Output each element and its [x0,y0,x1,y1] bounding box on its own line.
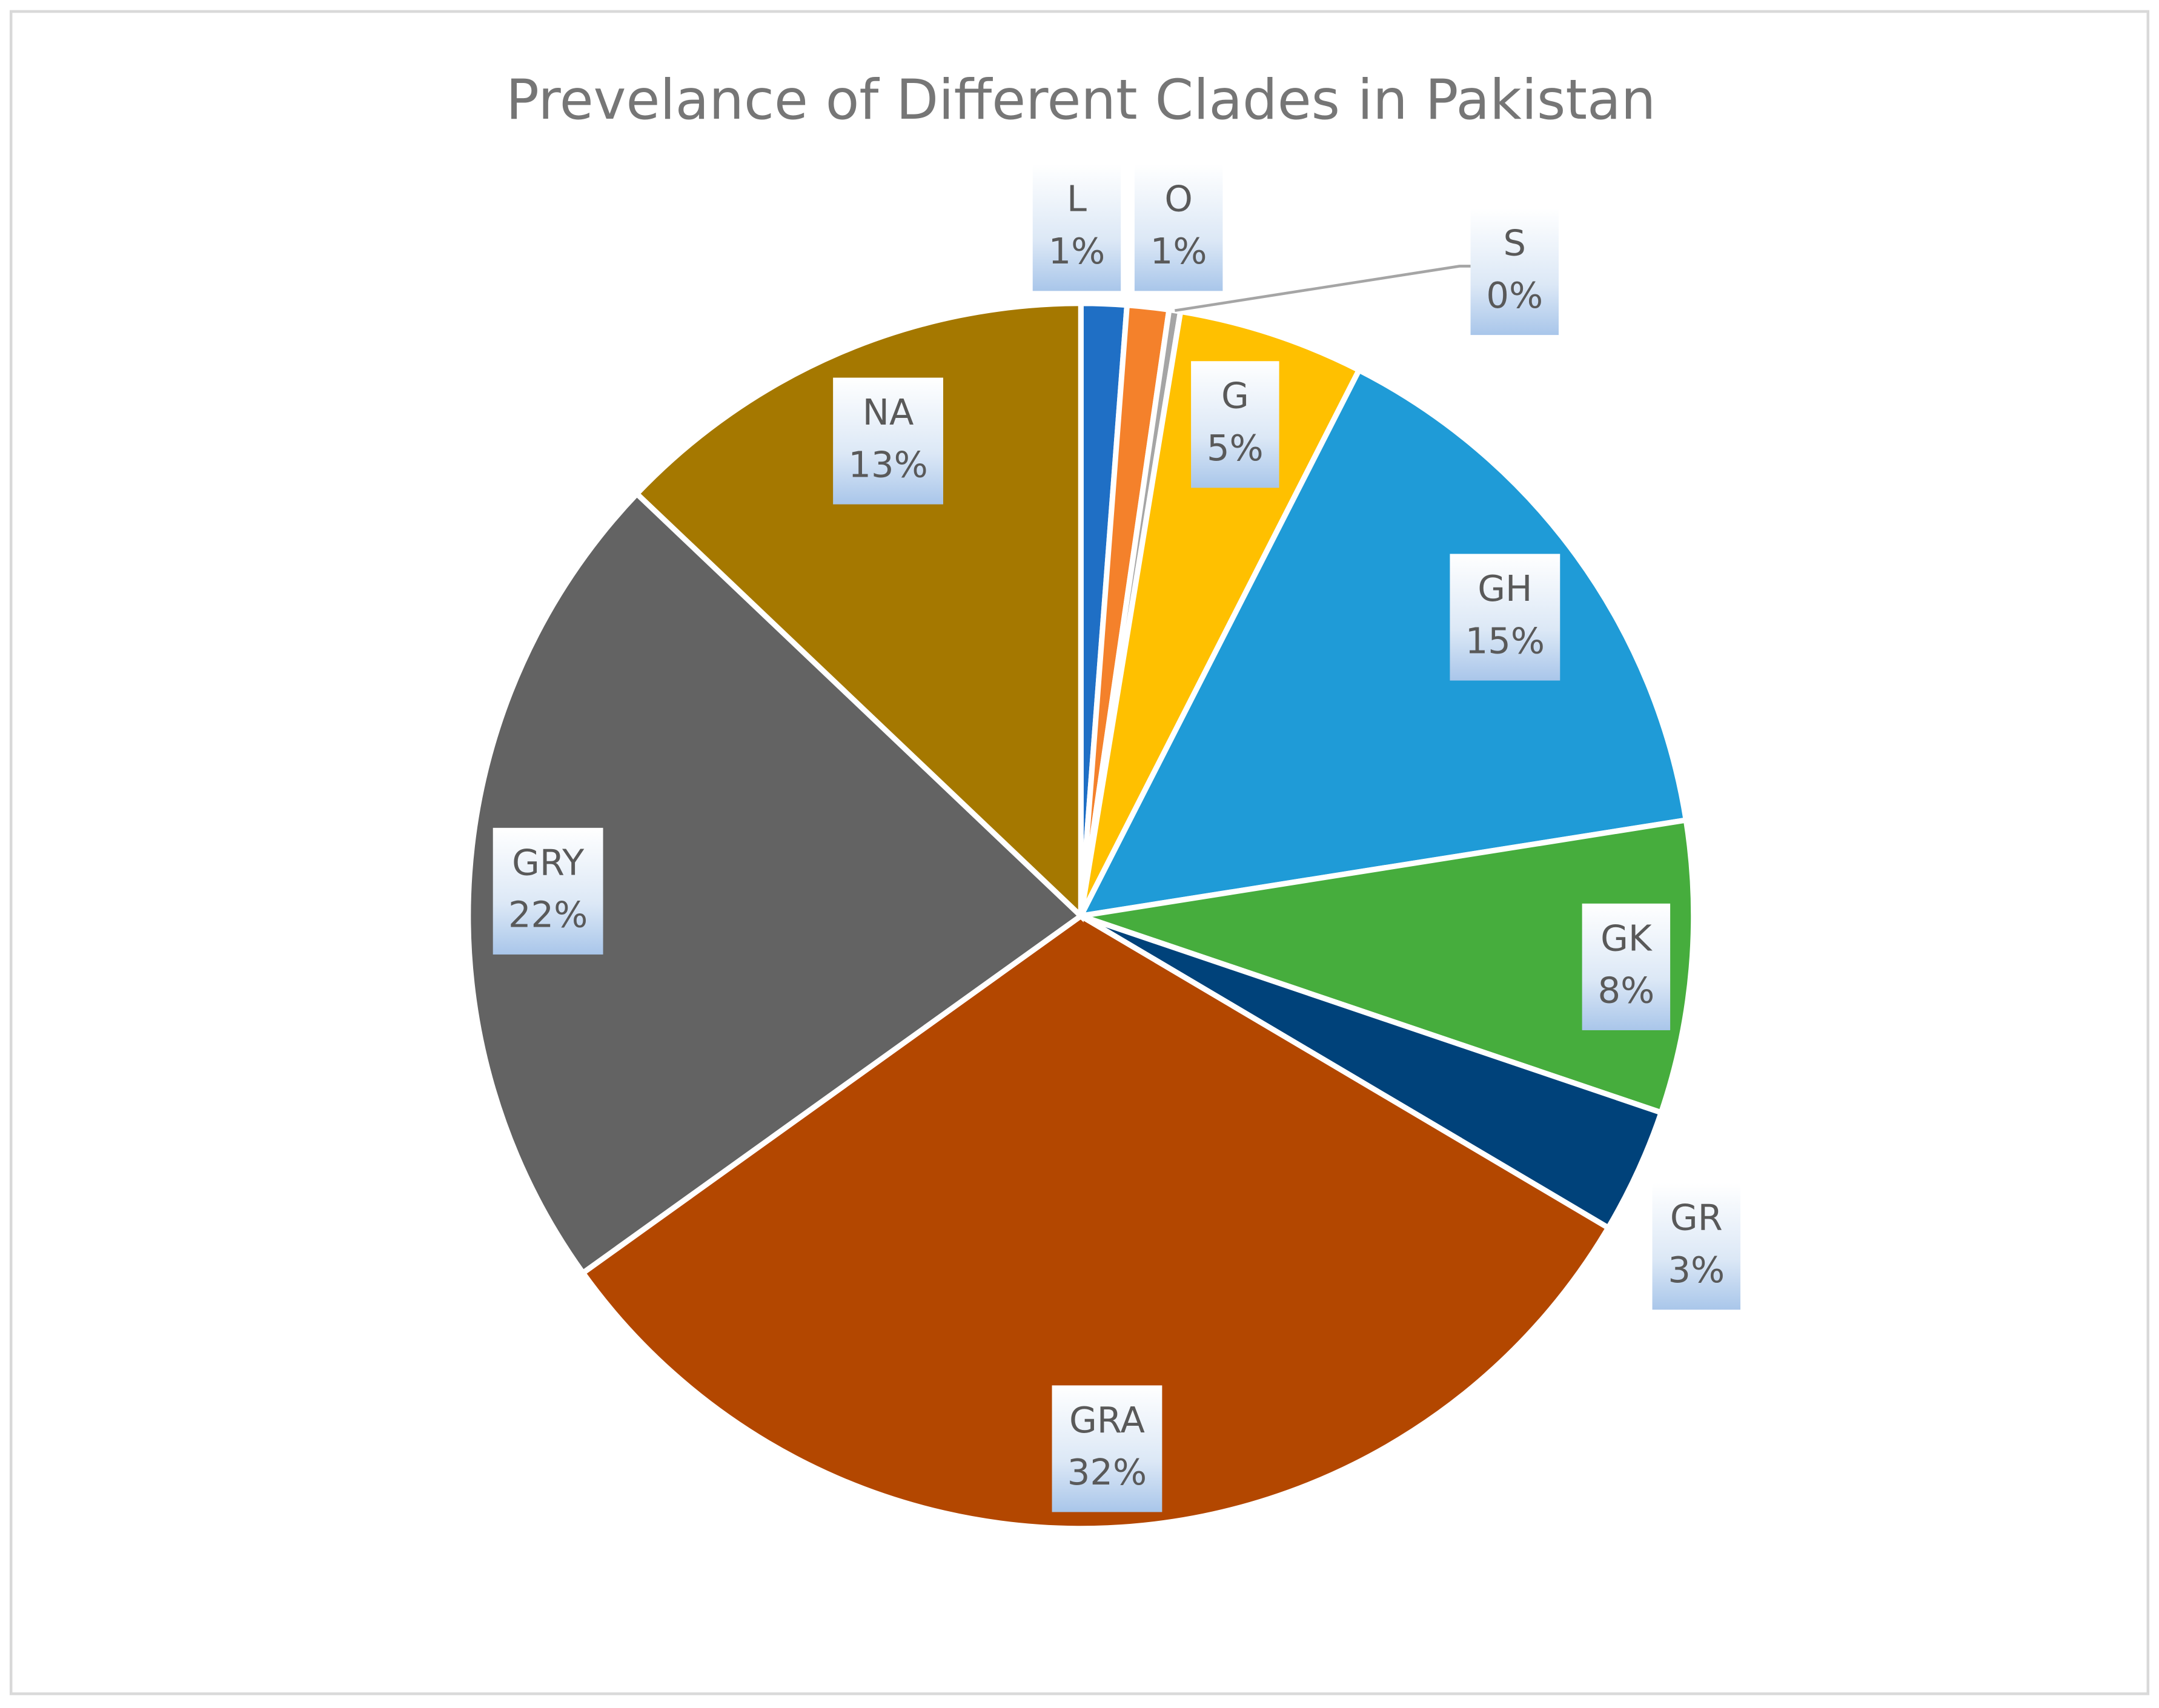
label-box [833,377,943,505]
label-box [1191,361,1279,488]
category-label: GRA [1069,1399,1145,1441]
value-label: 1% [1150,230,1207,272]
pie-slice [579,912,1613,1532]
label-box [1032,164,1121,291]
value-label: 5% [1207,427,1264,469]
value-label: 0% [1486,274,1543,316]
label-box [1652,1183,1741,1310]
category-label: O [1164,178,1193,220]
leader-line [1175,265,1471,313]
pie-slice [632,300,1084,922]
value-label: 8% [1597,970,1654,1011]
value-label: 3% [1668,1249,1725,1291]
category-label: GRY [512,841,585,883]
category-label: G [1221,375,1249,417]
pie-slice [465,489,1086,1277]
label-box [1582,903,1671,1030]
category-label: GH [1477,568,1532,609]
category-label: GR [1670,1197,1723,1239]
value-label: 1% [1049,230,1106,272]
pie-slice [1078,308,1363,918]
category-label: GK [1600,917,1653,959]
label-box [1450,554,1560,681]
category-label: L [1067,178,1087,220]
value-label: 15% [1465,620,1545,661]
category-label: S [1503,222,1526,263]
value-label: 13% [848,443,927,485]
label-box [1052,1385,1162,1512]
label-box [492,827,603,955]
value-label: 32% [1067,1451,1147,1493]
value-label: 22% [508,894,588,936]
pie-slice [1080,816,1697,1116]
chart-title: Prevelance of Different Clades in Pakist… [506,68,1656,132]
category-label: NA [863,391,914,433]
pie-slice [1076,366,1690,920]
label-box [1134,164,1223,291]
label-box [1470,208,1559,336]
